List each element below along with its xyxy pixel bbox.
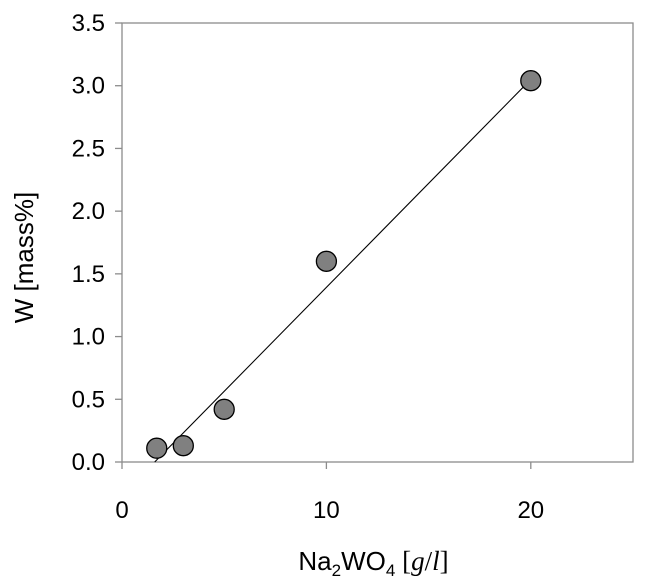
y-tick-label: 1.0: [72, 324, 105, 351]
plot-area: [121, 22, 634, 463]
x-axis-label-part: /: [425, 546, 433, 576]
y-tick-label: 2.0: [72, 198, 105, 225]
x-axis-label: Na2WO4 [g/l]: [298, 546, 448, 580]
y-tick-label: 3.5: [72, 10, 105, 37]
x-axis-label-part: [: [395, 546, 411, 576]
x-axis-label-part: ]: [440, 546, 449, 576]
y-tick-label: 1.5: [72, 261, 105, 288]
fit-line: [154, 79, 532, 463]
y-axis: 0.0 0.5 1.0 1.5 2.0 2.5 3.0 3.5: [72, 10, 122, 476]
y-tick-label: 3.0: [72, 73, 105, 100]
x-axis: 0 10 20: [115, 462, 544, 524]
y-tick-label: 0.5: [72, 386, 105, 413]
data-point: [315, 250, 338, 272]
data-point: [172, 435, 194, 457]
x-tick-label: 10: [313, 497, 340, 524]
y-axis-label: W [mass%]: [9, 192, 39, 323]
x-tick-label: 20: [517, 497, 544, 524]
y-tick-label: 0.0: [72, 449, 105, 476]
x-axis-label-part: 4: [386, 561, 395, 580]
x-tick-label: 0: [115, 497, 128, 524]
x-axis-label-part: l: [432, 546, 440, 576]
x-axis-label-part: 2: [332, 561, 341, 580]
x-axis-label-part: Na: [298, 546, 332, 576]
data-series: [146, 70, 542, 463]
plot-border: [121, 22, 634, 463]
x-axis-label-part: WO: [341, 546, 386, 576]
data-point: [520, 70, 542, 92]
x-axis-label-part: g: [411, 546, 425, 576]
data-point: [213, 398, 235, 420]
y-tick-label: 2.5: [72, 135, 105, 162]
data-point: [146, 437, 168, 459]
